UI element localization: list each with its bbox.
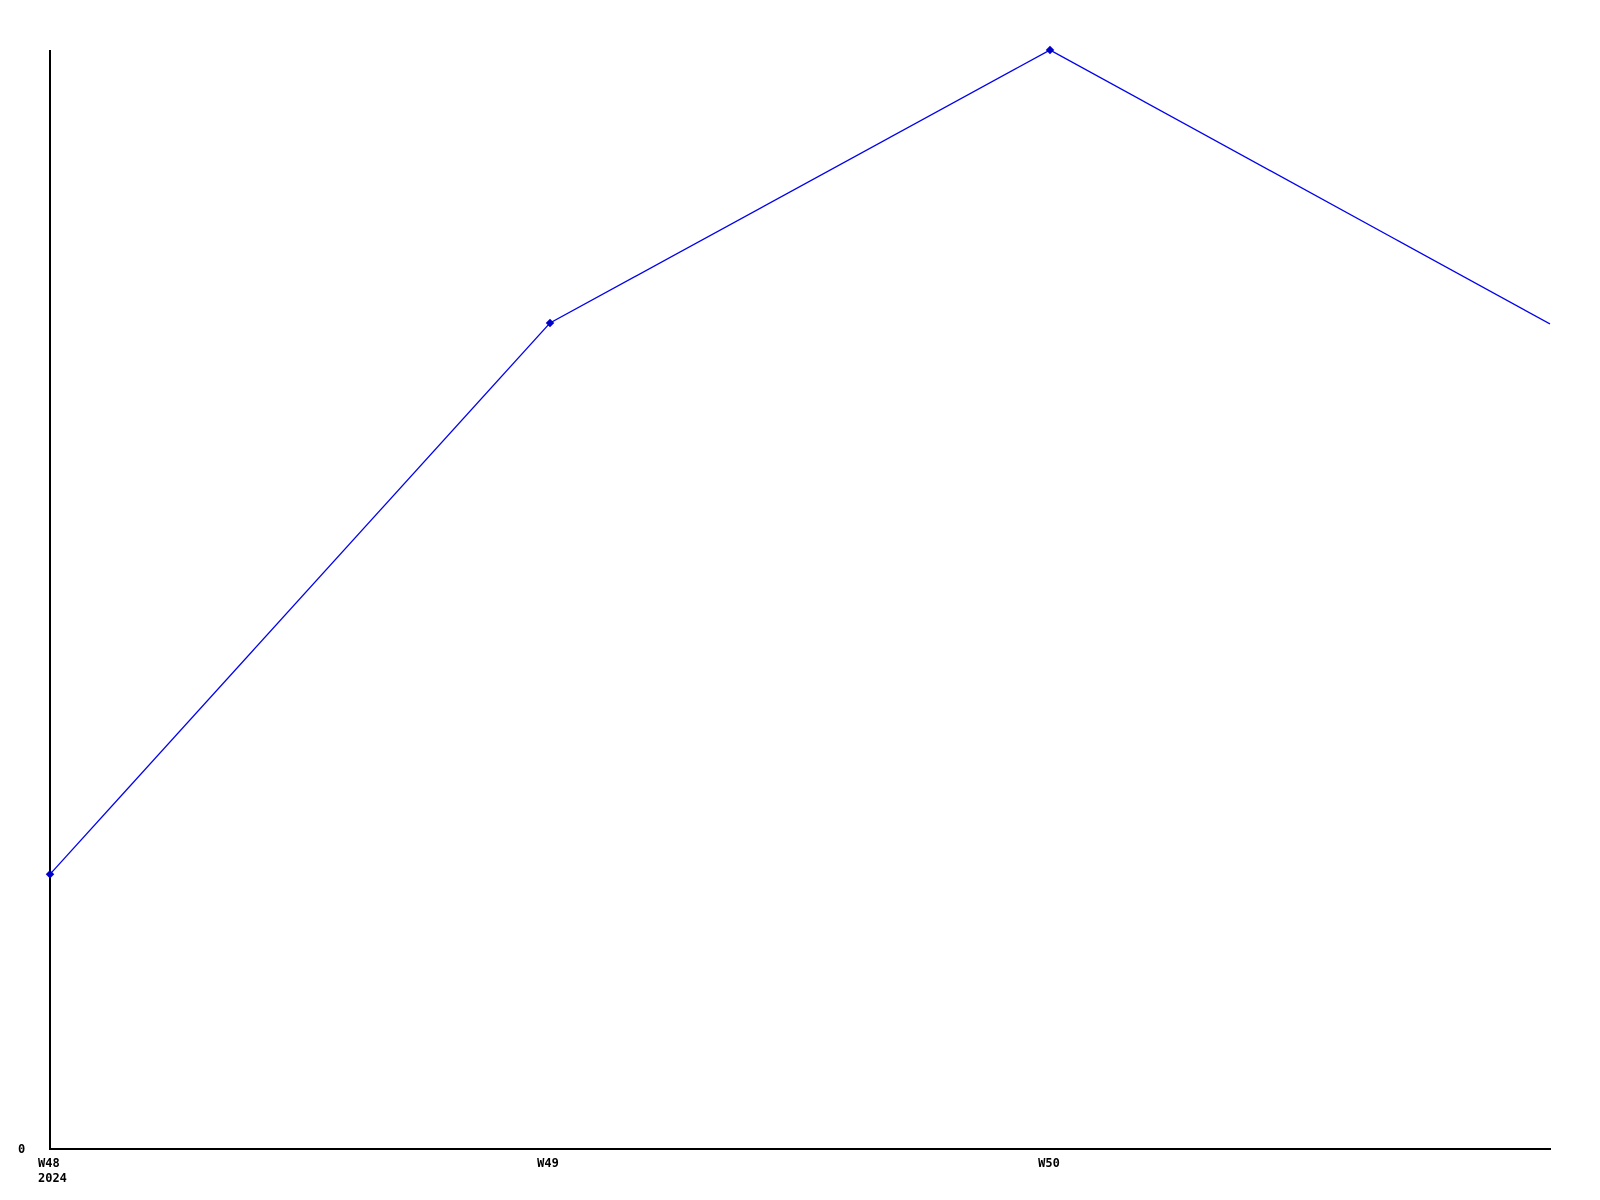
axes-lines <box>49 50 1551 1150</box>
data-line <box>49 49 1551 875</box>
x-axis-tick-label-w50: W50 <box>1038 1156 1060 1170</box>
data-point-marker <box>1045 45 1055 55</box>
x-axis-year-label: 2024 <box>38 1171 67 1185</box>
x-axis-tick-label-w48: W48 <box>38 1156 60 1170</box>
x-axis-tick-label-w49: W49 <box>537 1156 559 1170</box>
data-point-marker <box>545 318 555 328</box>
y-axis-tick-label-zero: 0 <box>18 1142 26 1156</box>
